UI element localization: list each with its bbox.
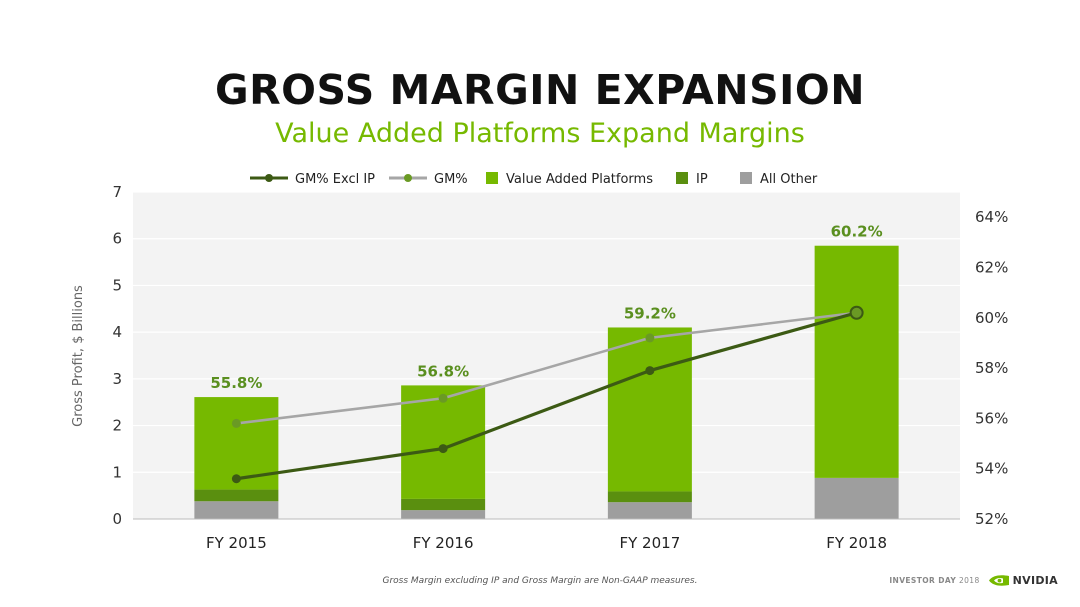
legend-label-ip: IP	[696, 172, 708, 187]
bar-all-other	[194, 501, 279, 519]
event-label: INVESTOR DAY 2018	[889, 576, 979, 585]
y2-tick-label: 62%	[975, 258, 1008, 276]
legend-swatch-ip	[676, 172, 688, 184]
data-label: 56.8%	[417, 362, 469, 380]
point-gm-excl-ip	[645, 366, 655, 376]
y2-tick-label: 56%	[975, 409, 1008, 427]
y2-tick-label: 54%	[975, 460, 1008, 478]
slide-subtitle: Value Added Platforms Expand Margins	[275, 118, 805, 149]
bar-value-added-platforms	[401, 385, 486, 499]
bar-value-added-platforms	[607, 327, 692, 492]
event-name: INVESTOR DAY	[889, 576, 957, 585]
legend-swatch-all-other	[740, 172, 752, 184]
data-label: 55.8%	[210, 374, 262, 392]
y-tick-label: 2	[112, 417, 122, 435]
x-tick-label: FY 2017	[620, 534, 681, 552]
point-gm-	[438, 393, 448, 403]
line-gm-	[236, 311, 857, 425]
y2-tick-label: 58%	[975, 359, 1008, 377]
slide-title: GROSS MARGIN EXPANSION	[214, 66, 866, 114]
y-tick-label: 4	[112, 323, 122, 341]
y2-tick-label: 60%	[975, 309, 1008, 327]
legend-label-value-added-platforms: Value Added Platforms	[506, 172, 653, 187]
data-label: 59.2%	[624, 304, 676, 322]
footer-brand: INVESTOR DAY 2018 NVIDIA	[889, 574, 1058, 587]
x-tick-label: FY 2015	[206, 534, 267, 552]
nvidia-logo: NVIDIA	[988, 574, 1058, 587]
legend-marker-gm-	[404, 174, 412, 182]
y-tick-label: 6	[112, 230, 122, 248]
point-gm-excl-ip	[438, 444, 448, 454]
legend-swatch-value-added-platforms	[486, 172, 498, 184]
line-gm-excl-ip	[236, 311, 858, 481]
y-tick-label: 5	[112, 276, 122, 294]
y2-tick-label: 64%	[975, 208, 1008, 226]
point-highlight	[849, 305, 864, 320]
bar-ip	[401, 498, 486, 511]
bar-value-added-platforms	[814, 245, 899, 478]
bar-ip	[607, 491, 692, 503]
y-tick-label: 0	[112, 510, 122, 528]
point-gm-	[231, 418, 241, 428]
brand-name: NVIDIA	[1012, 574, 1058, 587]
x-tick-label: FY 2016	[413, 534, 474, 552]
point-gm-	[645, 333, 655, 343]
x-tick-label: FY 2018	[826, 534, 887, 552]
y-tick-label: 7	[112, 183, 122, 201]
data-label: 60.2%	[831, 223, 883, 241]
y-tick-label: 3	[112, 370, 122, 388]
legend-label-all-other: All Other	[760, 172, 818, 187]
legend-label-gm-: GM%	[434, 172, 468, 187]
point-gm-excl-ip	[231, 474, 241, 484]
bar-all-other	[607, 502, 692, 519]
y-tick-label: 1	[112, 463, 122, 481]
bar-ip	[194, 489, 279, 502]
y2-tick-label: 52%	[975, 510, 1008, 528]
footnote: Gross Margin excluding IP and Gross Marg…	[382, 576, 698, 586]
event-year: 2018	[958, 576, 980, 585]
legend-marker-gm-excl-ip	[265, 174, 273, 182]
bar-all-other	[814, 477, 899, 519]
y-axis-label: Gross Profit, $ Billions	[71, 285, 86, 427]
bar-all-other	[401, 510, 486, 519]
legend-label-gm-excl-ip: GM% Excl IP	[295, 172, 375, 187]
nvidia-eye-icon	[988, 575, 1009, 586]
